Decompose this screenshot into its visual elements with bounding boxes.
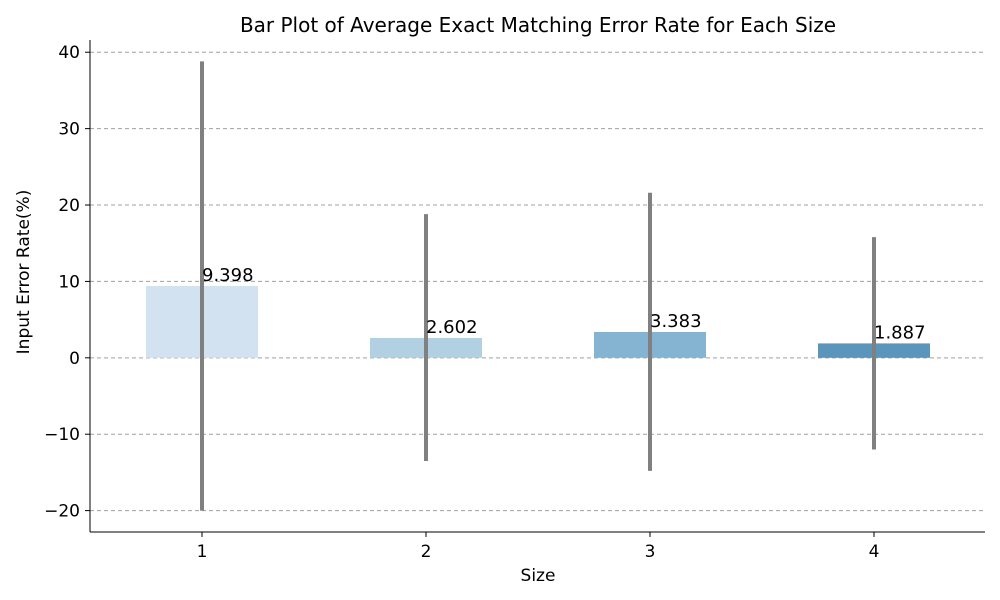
x-tick-label: 4 — [869, 542, 880, 562]
x-tick-label: 1 — [197, 542, 208, 562]
y-tick-label: 40 — [58, 43, 80, 63]
x-ticks: 1 2 3 4 — [197, 532, 880, 562]
y-tick-label: 20 — [58, 196, 80, 216]
y-axis-label: Input Error Rate(%) — [14, 190, 34, 355]
data-label: 9.398 — [202, 265, 254, 286]
y-tick-label: 0 — [69, 349, 80, 369]
value-labels: 9.398 2.602 3.383 1.887 — [202, 265, 926, 343]
data-label: 2.602 — [426, 317, 478, 338]
bars — [146, 286, 930, 358]
data-label: 3.383 — [650, 311, 702, 332]
y-ticks: −20 −10 0 10 20 30 40 — [44, 43, 90, 522]
error-bars — [200, 61, 876, 511]
axes — [89, 40, 985, 533]
x-axis-label: Size — [521, 566, 556, 586]
y-tick-label: 10 — [58, 272, 80, 292]
y-tick-label: 30 — [58, 120, 80, 140]
y-tick-label: −20 — [44, 502, 80, 522]
x-tick-label: 2 — [421, 542, 432, 562]
data-label: 1.887 — [874, 322, 926, 343]
y-tick-label: −10 — [44, 425, 80, 445]
chart-title: Bar Plot of Average Exact Matching Error… — [240, 13, 836, 37]
x-tick-label: 3 — [645, 542, 656, 562]
